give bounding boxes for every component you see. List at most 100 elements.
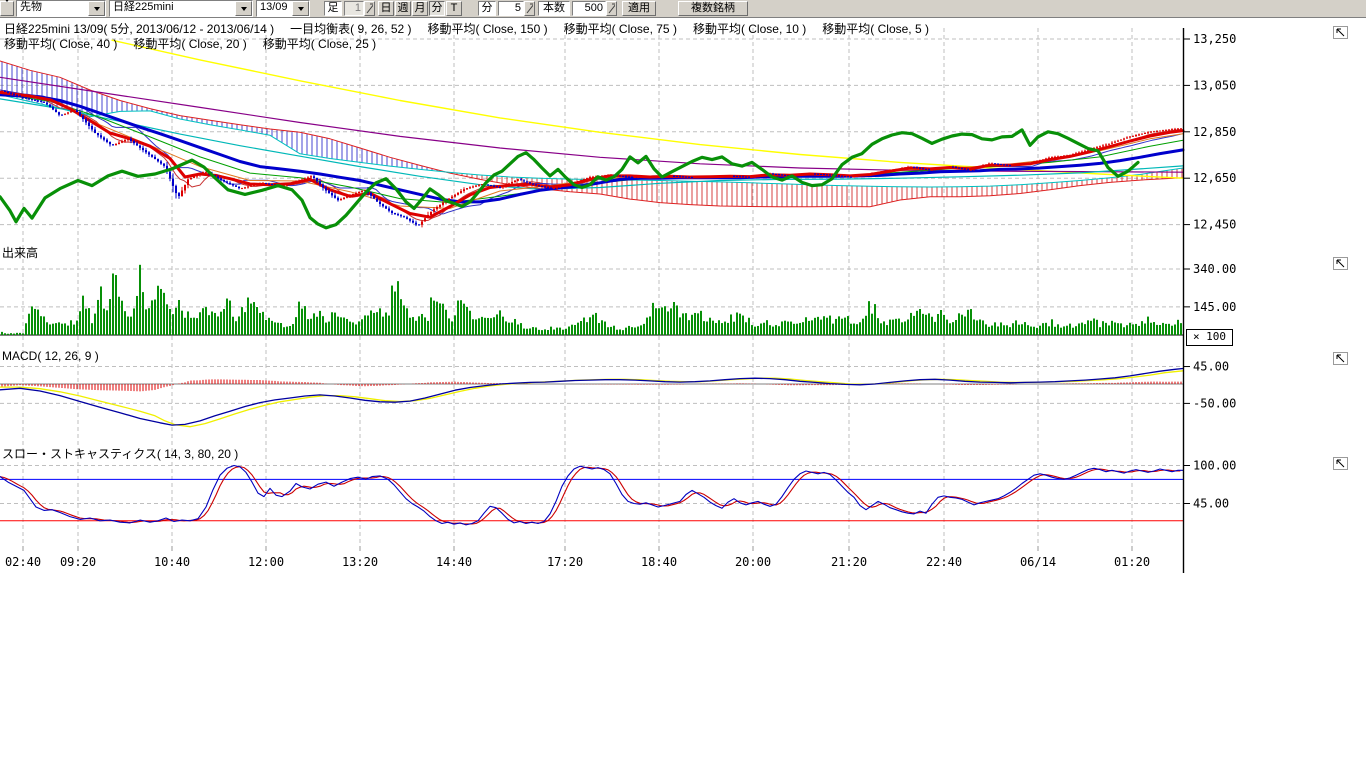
legend-item: 移動平均( Close, 20 ) xyxy=(133,37,247,51)
right-axis-layer: 13,250 13,050 12,850 12,650 12,450 340.00 145.… xyxy=(1182,28,1236,573)
legend-item: 一目均衡表( 9, 26, 52 ) xyxy=(290,22,412,36)
spin-button[interactable] xyxy=(524,1,535,16)
spin-diagonal-icon xyxy=(526,3,533,14)
svg-text:02:40: 02:40 xyxy=(5,555,41,569)
svg-text:145.00: 145.00 xyxy=(1193,300,1236,314)
category-combobox[interactable]: 先物 xyxy=(16,0,106,17)
x-axis-layer: 02:40 09:20 10:40 12:00 13:20 14:40 17:20 18:40… xyxy=(5,546,1150,569)
volume-pane-label: 出来高 xyxy=(2,246,39,260)
svg-text:13:20: 13:20 xyxy=(342,555,378,569)
bar-count-label-button[interactable]: 本数 xyxy=(538,1,570,16)
pane-resize-icon[interactable] xyxy=(1333,26,1348,39)
legend-item: 移動平均( Close, 25 ) xyxy=(262,37,377,51)
ma40-line xyxy=(0,98,1184,190)
legend-item: 移動平均( Close, 150 ) xyxy=(427,22,548,36)
svg-text:12,850: 12,850 xyxy=(1193,125,1236,139)
chevron-down-glyph xyxy=(240,6,247,11)
bar-interval-input[interactable]: 1 xyxy=(344,1,364,16)
spin-diagonal-icon xyxy=(366,3,373,14)
chikou-line xyxy=(0,128,1140,230)
ma5-thick-line xyxy=(0,90,1185,219)
grid-layer xyxy=(0,28,1183,546)
candles-layer xyxy=(1,90,1182,228)
legend-item: 日経225mini 13/09( 5分, 2013/06/12 - 2013/0… xyxy=(4,22,275,36)
svg-text:-50.00: -50.00 xyxy=(1193,396,1236,410)
stoch-d-line xyxy=(0,466,1181,525)
spin-diagonal-icon xyxy=(608,3,615,14)
svg-text:14:40: 14:40 xyxy=(436,555,472,569)
pane-resize-icon[interactable] xyxy=(1333,457,1348,470)
spin-button[interactable] xyxy=(364,1,375,16)
svg-text:20:00: 20:00 xyxy=(735,555,771,569)
svg-text:45.00: 45.00 xyxy=(1193,360,1229,374)
hidden-combo-arrow-button[interactable] xyxy=(0,0,14,16)
arrow-nw-icon xyxy=(1336,28,1345,37)
contract-month-value: 13/09 xyxy=(257,1,292,16)
period-month-button[interactable]: 月 xyxy=(412,1,428,16)
svg-text:12,650: 12,650 xyxy=(1193,171,1236,185)
chikou-layer xyxy=(0,128,1140,230)
chevron-down-glyph xyxy=(93,6,100,11)
apply-button[interactable]: 適用 xyxy=(622,1,656,16)
legend-line-2: 移動平均( Close, 40 ) 移動平均( Close, 20 ) 移動平均( … xyxy=(4,35,392,52)
symbol-value: 日経225mini xyxy=(110,1,235,16)
svg-text:01:20: 01:20 xyxy=(1114,555,1150,569)
ma75-line xyxy=(0,76,1184,173)
period-week-button[interactable]: 週 xyxy=(395,1,411,16)
volume-unit-badge: × 100 xyxy=(1186,329,1233,346)
volume-layer xyxy=(0,264,1183,336)
svg-text:21:20: 21:20 xyxy=(831,555,867,569)
ma25-thick-line xyxy=(0,93,1185,204)
macd-line xyxy=(0,367,1184,426)
svg-text:06/14: 06/14 xyxy=(1020,555,1056,569)
bar-count-input[interactable]: 500 xyxy=(572,1,606,16)
svg-text:12,450: 12,450 xyxy=(1193,218,1236,232)
arrow-nw-icon xyxy=(1336,354,1345,363)
macd-signal-line xyxy=(0,370,1184,428)
legend-line-1: 日経225mini 13/09( 5分, 2013/06/12 - 2013/0… xyxy=(4,20,945,37)
spin-button[interactable] xyxy=(606,1,617,16)
chevron-down-icon[interactable] xyxy=(292,1,309,16)
arrow-nw-icon xyxy=(1336,459,1345,468)
legend-item: 移動平均( Close, 75 ) xyxy=(563,22,677,36)
contract-month-combobox[interactable]: 13/09 xyxy=(256,0,310,17)
category-value: 先物 xyxy=(17,1,88,16)
svg-text:100.00: 100.00 xyxy=(1193,459,1236,473)
legend-item: 移動平均( Close, 40 ) xyxy=(4,37,118,51)
pane-resize-icon[interactable] xyxy=(1333,352,1348,365)
toolbar: 先物 日経225mini 13/09 足 1 日 週 月 分 T 分 5 本数 … xyxy=(0,0,1366,18)
macd-layer xyxy=(0,367,1184,428)
period-tick-button[interactable]: T xyxy=(446,1,462,16)
period-day-button[interactable]: 日 xyxy=(378,1,394,16)
pane-resize-icon[interactable] xyxy=(1333,257,1348,270)
svg-text:12:00: 12:00 xyxy=(248,555,284,569)
stochastics-layer xyxy=(0,464,1184,526)
svg-text:18:40: 18:40 xyxy=(641,555,677,569)
minutes-label-button[interactable]: 分 xyxy=(478,1,496,16)
senkou-span-a-line xyxy=(0,60,1184,208)
stochastics-pane-label: スロー・ストキャスティクス( 14, 3, 80, 20 ) xyxy=(2,447,239,461)
svg-text:45.00: 45.00 xyxy=(1193,497,1229,511)
symbol-combobox[interactable]: 日経225mini xyxy=(109,0,253,17)
chevron-down-icon xyxy=(4,0,10,14)
svg-text:10:40: 10:40 xyxy=(154,555,190,569)
legend-item: 移動平均( Close, 5 ) xyxy=(822,22,929,36)
svg-text:340.00: 340.00 xyxy=(1193,262,1236,276)
chevron-down-icon[interactable] xyxy=(235,1,252,16)
kijun-line xyxy=(0,89,1181,215)
multi-symbol-button[interactable]: 複数銘柄 xyxy=(678,1,748,16)
minutes-input[interactable]: 5 xyxy=(498,1,524,16)
svg-text:13,050: 13,050 xyxy=(1193,78,1236,92)
bar-type-button[interactable]: 足 xyxy=(324,1,342,16)
ichimoku-lines-layer xyxy=(0,89,1181,222)
svg-text:13,250: 13,250 xyxy=(1193,32,1236,46)
chevron-down-icon[interactable] xyxy=(88,1,105,16)
period-minute-button[interactable]: 分 xyxy=(429,1,445,16)
macd-pane-label: MACD( 12, 26, 9 ) xyxy=(2,349,99,363)
svg-text:22:40: 22:40 xyxy=(926,555,962,569)
arrow-nw-icon xyxy=(1336,259,1345,268)
stoch-k-line xyxy=(0,464,1184,526)
svg-text:09:20: 09:20 xyxy=(60,555,96,569)
